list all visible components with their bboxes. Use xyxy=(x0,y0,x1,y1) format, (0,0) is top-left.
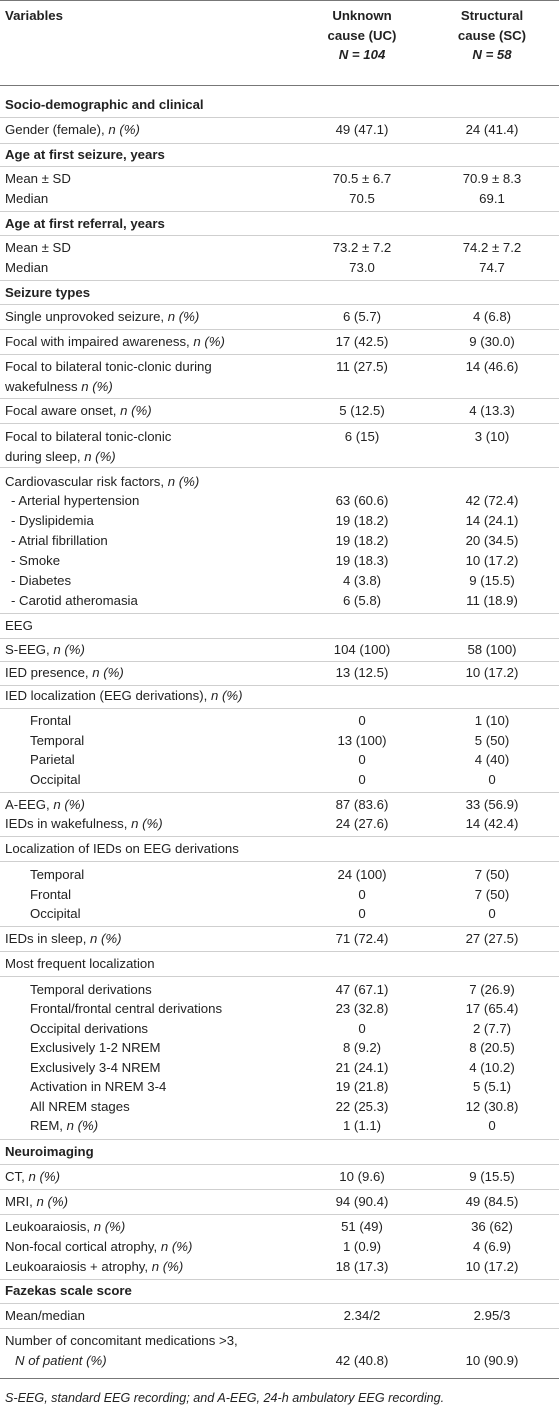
header-structural-cause: Structural cause (SC) N = 58 xyxy=(457,8,527,62)
header-rule xyxy=(0,85,559,86)
header-unknown-cause: Unknown cause (UC) N = 104 xyxy=(327,8,397,62)
table-footnote: S-EEG, standard EEG recording; and A-EEG… xyxy=(5,1391,445,1405)
header-variables: Variables xyxy=(5,8,63,23)
table-bottom-rule xyxy=(0,1378,559,1379)
table-top-rule xyxy=(0,0,559,1)
